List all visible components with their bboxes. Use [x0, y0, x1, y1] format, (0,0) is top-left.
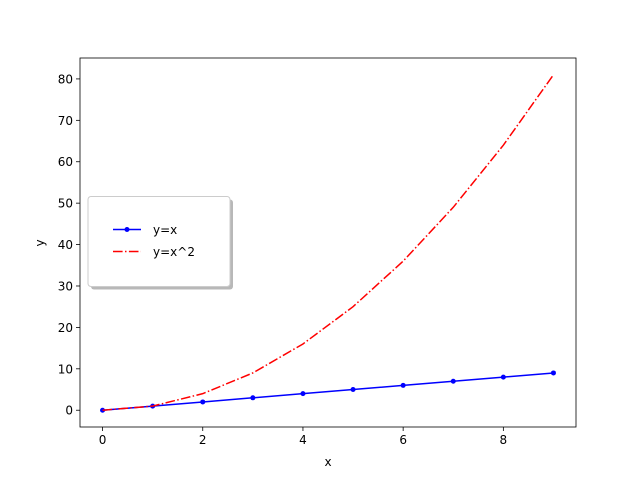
x-tick-label: 6 — [399, 433, 407, 447]
legend: y=x y=x^2 — [87, 196, 233, 290]
data-point — [500, 374, 506, 380]
legend-label: y=x^2 — [153, 245, 195, 259]
data-point — [550, 370, 556, 376]
y-axis-label: y — [33, 239, 47, 246]
y-tick-label: 0 — [65, 404, 73, 418]
legend-label: y=x — [153, 223, 177, 237]
data-point — [450, 378, 456, 384]
y-tick-label: 20 — [58, 321, 73, 335]
data-point — [400, 382, 406, 388]
legend-box — [87, 196, 231, 287]
y-tick-label: 70 — [58, 114, 73, 128]
y-tick-label: 30 — [58, 279, 73, 293]
data-point — [300, 391, 306, 397]
x-tick-label: 0 — [99, 433, 107, 447]
x-tick-label: 8 — [500, 433, 508, 447]
x-axis-label: x — [324, 455, 331, 469]
y-tick-label: 50 — [58, 197, 73, 211]
y-tick-label: 80 — [58, 72, 73, 86]
data-point — [350, 387, 356, 393]
y-tick-label: 60 — [58, 155, 73, 169]
data-point — [250, 395, 256, 401]
x-tick-label: 2 — [199, 433, 207, 447]
y-tick-label: 10 — [58, 362, 73, 376]
series-line — [102, 74, 555, 411]
x-tick-label: 4 — [299, 433, 307, 447]
plot-frame — [79, 57, 577, 428]
legend-marker — [124, 227, 130, 232]
data-point — [200, 399, 206, 405]
y-tick-label: 40 — [58, 238, 73, 252]
series-line — [102, 372, 554, 411]
